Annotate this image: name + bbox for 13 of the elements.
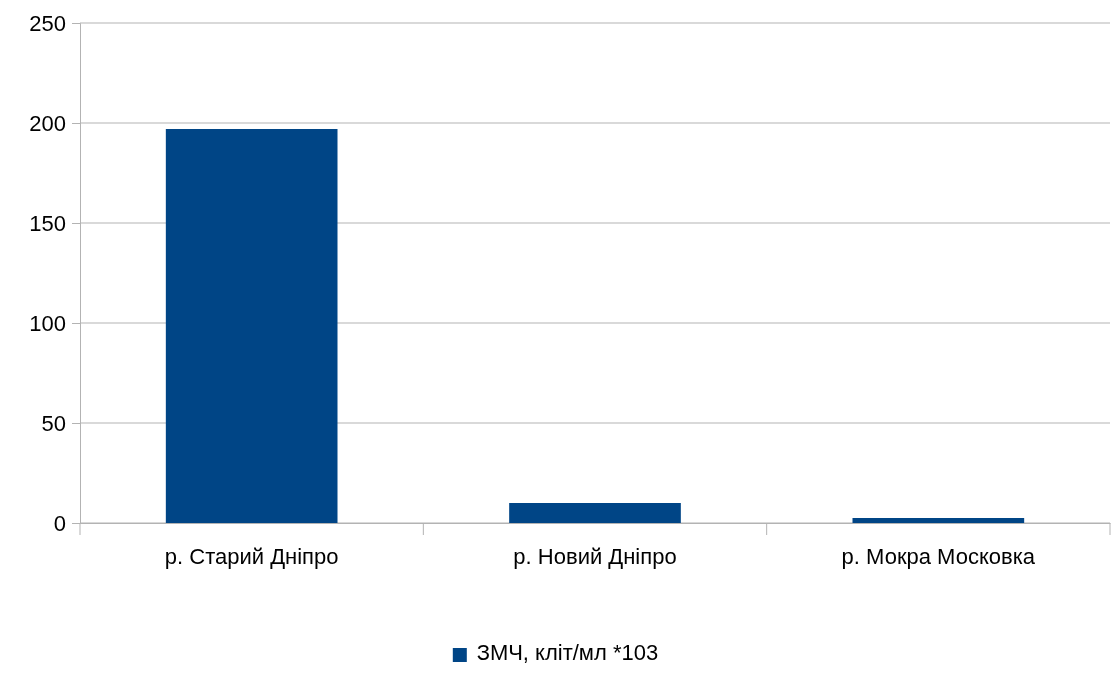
x-tick-label: р. Старий Дніпро (164, 543, 339, 569)
y-tick-label: 50 (41, 410, 66, 436)
x-tick-label: р. Новий Дніпро (513, 543, 677, 569)
y-tick-label: 200 (29, 110, 66, 136)
y-tick-label: 100 (29, 310, 66, 336)
y-tick-label: 150 (29, 210, 66, 236)
bar (509, 503, 681, 523)
bar (165, 129, 338, 523)
legend-label: ЗМЧ, кліт/мл *103 (476, 640, 659, 665)
bar (852, 518, 1025, 523)
x-tick-label: р. Мокра Московка (841, 543, 1036, 569)
y-tick-label: 0 (53, 510, 66, 536)
y-tick-label: 250 (29, 10, 66, 36)
